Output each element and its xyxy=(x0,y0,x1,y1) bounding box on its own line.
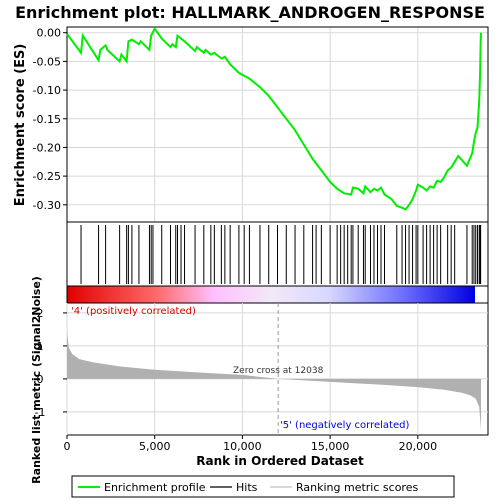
ranked-x-tick-label: 5,000 xyxy=(139,440,171,453)
ranked-y-axis-label: Ranked list metric (Signal2Noise) xyxy=(30,276,43,484)
ranked-x-tick-label: 0 xyxy=(64,440,71,453)
legend: Enrichment profile Hits Ranking metric s… xyxy=(71,475,455,498)
es-gridlines xyxy=(66,27,488,222)
ranked-y-ticks: 2 1 0 -1 xyxy=(35,307,67,419)
ranked-x-tick-label: 10,000 xyxy=(223,440,262,453)
ranked-y-tick-label: -1 xyxy=(35,406,46,419)
rank-color-bar xyxy=(66,285,489,304)
es-panel: 0.00 -0.05 -0.10 -0.15 -0.20 -0.25 -0.30 Enric… xyxy=(13,26,489,223)
hits-panel xyxy=(66,221,489,287)
positive-correlation-label: '4' (positively correlated) xyxy=(71,306,196,317)
rank-color-strip xyxy=(67,286,475,303)
es-y-ticks: 0.00 -0.05 -0.10 -0.15 -0.20 -0.25 -0.30 xyxy=(33,27,67,212)
es-y-tick-label: -0.05 xyxy=(33,55,61,68)
ranked-y-tick-label: 2 xyxy=(37,307,44,320)
negative-correlation-label: '5' (negatively correlated) xyxy=(280,420,409,431)
es-y-axis-label: Enrichment score (ES) xyxy=(13,44,28,207)
chart-title: Enrichment plot: HALLMARK_ANDROGEN_RESPO… xyxy=(15,3,485,22)
legend-label-ranking-metric-scores: Ranking metric scores xyxy=(296,481,418,494)
enrichment-profile-line xyxy=(66,26,482,211)
es-y-tick-label: -0.10 xyxy=(33,84,61,97)
es-y-tick-label: -0.15 xyxy=(33,113,61,126)
legend-label-enrichment-profile: Enrichment profile xyxy=(104,481,206,494)
ranking-metric-area xyxy=(67,331,481,430)
es-y-tick-label: -0.25 xyxy=(33,170,61,183)
es-y-tick-label: -0.30 xyxy=(33,199,61,212)
es-y-tick-label: 0.00 xyxy=(37,27,62,40)
ranked-x-axis-label: Rank in Ordered Dataset xyxy=(196,454,364,468)
legend-label-hits: Hits xyxy=(236,481,258,494)
ranked-x-tick-label: 20,000 xyxy=(399,440,438,453)
ranked-y-tick-label: 0 xyxy=(37,373,44,386)
ranked-metric-panel: Zero cross at 12038 '4' (positively corr… xyxy=(30,276,489,484)
es-panel-frame xyxy=(66,26,489,223)
zero-cross-label: Zero cross at 12038 xyxy=(233,366,324,376)
ranked-x-ticks: 0 5,000 10,000 15,000 20,000 xyxy=(64,435,438,453)
es-y-tick-label: -0.20 xyxy=(33,141,61,154)
hit-marks xyxy=(80,225,482,284)
ranked-x-tick-label: 15,000 xyxy=(311,440,350,453)
legend-frame xyxy=(71,475,455,498)
ranked-y-tick-label: 1 xyxy=(37,340,44,353)
